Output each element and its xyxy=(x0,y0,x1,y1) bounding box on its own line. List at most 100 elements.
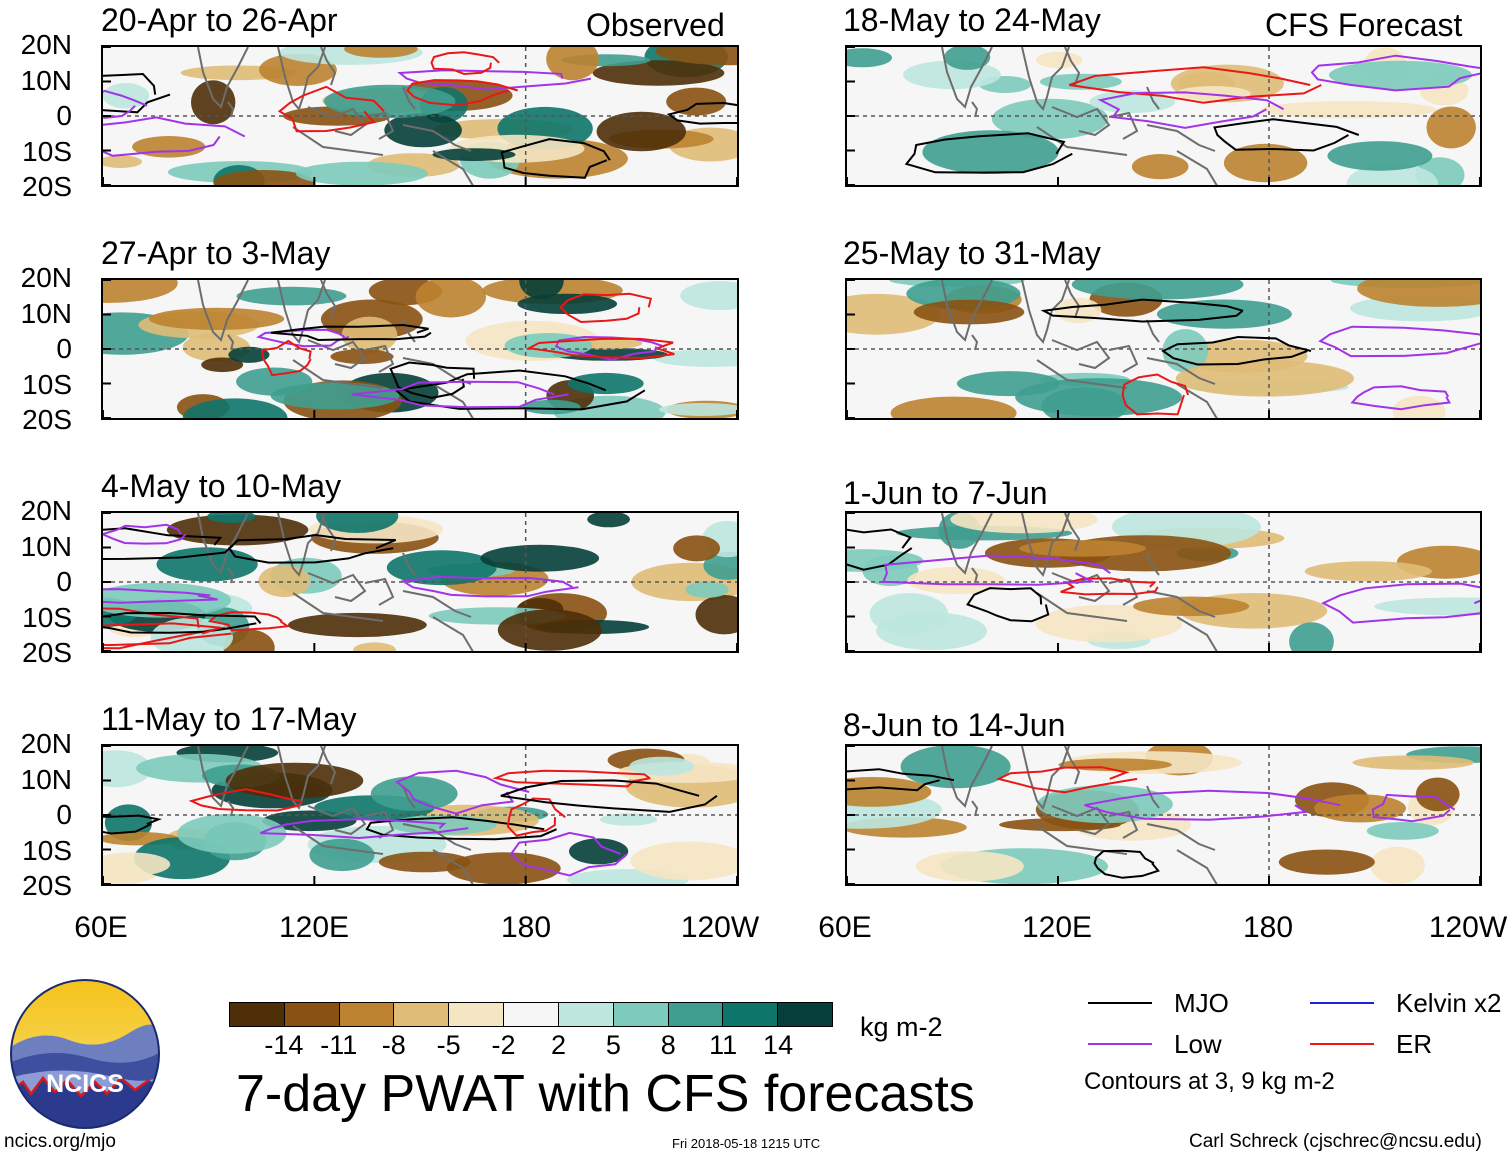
anomaly-blob xyxy=(1352,755,1474,770)
map-svg-3 xyxy=(103,746,737,884)
coastline xyxy=(227,334,235,351)
footer-url[interactable]: ncics.org/mjo xyxy=(4,1131,116,1152)
map-panel-3 xyxy=(101,744,739,886)
main-title: 7-day PWAT with CFS forecasts xyxy=(236,1065,975,1123)
anomaly-blob xyxy=(1370,846,1425,884)
anomaly-blob xyxy=(1261,101,1437,119)
anomaly-blob xyxy=(104,804,153,841)
coastline xyxy=(402,86,416,110)
map-svg-0 xyxy=(103,47,737,185)
coastline xyxy=(1176,616,1218,651)
wave-contour xyxy=(500,779,718,813)
lat-tick-3-3: 10S xyxy=(22,834,72,866)
anomaly-blob xyxy=(295,161,428,185)
coastline xyxy=(1036,825,1128,855)
colorbar-box-7 xyxy=(613,1003,669,1026)
anomaly-blob xyxy=(546,47,599,81)
anomaly-blob xyxy=(1175,360,1355,397)
colorbar-tick-3: -5 xyxy=(436,1030,461,1060)
anomaly-blob xyxy=(685,581,729,598)
anomaly-blob xyxy=(1019,540,1146,557)
anomaly-blob xyxy=(847,293,941,335)
coastline xyxy=(971,101,979,118)
lat-tick-1-0: 20N xyxy=(20,262,72,293)
anomaly-blob xyxy=(103,155,142,168)
anomaly-blob xyxy=(991,98,1109,140)
wave-contour xyxy=(406,79,518,107)
anomaly-blob xyxy=(673,535,720,562)
wave-contour xyxy=(430,51,500,76)
anomaly-blob xyxy=(344,47,418,58)
coastline xyxy=(1108,577,1139,606)
lon-tick-left-3: 120W xyxy=(680,911,760,944)
map-svg-7 xyxy=(847,746,1480,884)
wave-contour xyxy=(666,101,737,125)
colorbar-tick-4: -2 xyxy=(491,1030,516,1060)
colorbar-box-10 xyxy=(778,1003,832,1026)
anomaly-blob xyxy=(876,612,987,650)
anomaly-blob xyxy=(1357,280,1480,307)
ncics-logo[interactable]: NCICS xyxy=(9,978,161,1130)
wave-contour xyxy=(509,831,628,877)
coastline xyxy=(402,823,472,851)
anomaly-blob xyxy=(592,60,725,86)
lat-tick-2-0: 20N xyxy=(20,495,72,526)
coastline xyxy=(1051,572,1111,603)
cfs-forecast-label: CFS Forecast xyxy=(1265,7,1463,43)
anomaly-blob xyxy=(703,551,737,580)
wave-contour xyxy=(1318,325,1480,358)
wave-contour xyxy=(397,69,592,91)
anomaly-blob xyxy=(103,280,178,303)
anomaly-blob xyxy=(323,84,456,119)
legend-mjo: MJO xyxy=(1088,989,1229,1017)
anomaly-blob xyxy=(1162,329,1209,373)
lat-tick-0-4: 20S xyxy=(22,171,72,202)
lat-tick-0-2: 0 xyxy=(56,100,72,131)
anomaly-blob xyxy=(191,80,236,125)
coastline xyxy=(364,111,395,140)
wave-contour xyxy=(389,361,476,399)
coastline xyxy=(320,47,337,86)
legend-kelvin-line xyxy=(1310,1002,1374,1004)
coastline xyxy=(364,344,395,373)
anomaly-blob xyxy=(1131,154,1189,180)
map-svg-4 xyxy=(847,47,1480,185)
lat-tick-3-2: 0 xyxy=(56,799,72,830)
anomaly-blob xyxy=(913,299,1025,325)
anomaly-blob xyxy=(1327,141,1433,171)
anomaly-blob xyxy=(223,629,275,651)
anomaly-blob xyxy=(658,403,737,416)
anomaly-blob xyxy=(847,777,932,807)
legend-low-line xyxy=(1088,1043,1152,1045)
anomaly-blob xyxy=(415,280,486,318)
lat-tick-0-0: 20N xyxy=(20,29,72,60)
wave-contour xyxy=(365,816,558,841)
lon-tick-left-2: 180 xyxy=(500,911,552,944)
anomaly-blob xyxy=(182,398,288,418)
anomaly-blob xyxy=(330,349,394,365)
colorbar-box-4 xyxy=(449,1003,505,1026)
anomaly-blob xyxy=(900,746,1011,789)
wave-contour xyxy=(256,328,350,348)
legend-mjo-label: MJO xyxy=(1174,988,1229,1018)
lon-tick-right-0: 60E xyxy=(818,911,872,944)
observed-label: Observed xyxy=(586,7,725,43)
coastline xyxy=(941,513,993,575)
wave-contour xyxy=(1060,577,1159,596)
anomaly-blob xyxy=(567,372,644,395)
anomaly-blob xyxy=(480,544,600,572)
wave-contour xyxy=(881,554,1111,586)
coastline xyxy=(1021,47,1070,111)
wave-contour xyxy=(1213,118,1360,152)
logo-text: NCICS xyxy=(46,1070,124,1098)
panel-title-3: 11-May to 17-May xyxy=(101,701,357,737)
lat-tick-0-3: 10S xyxy=(22,135,72,167)
anomaly-blob xyxy=(847,549,924,572)
anomaly-blob xyxy=(847,48,892,68)
wave-contour xyxy=(1084,789,1341,821)
wave-contour xyxy=(904,132,1073,174)
coastline xyxy=(971,334,979,351)
footer-author: Carl Schreck (cjschrec@ncsu.edu) xyxy=(1189,1131,1482,1152)
lon-tick-left-1: 120E xyxy=(278,911,350,944)
anomaly-blob xyxy=(666,87,727,116)
